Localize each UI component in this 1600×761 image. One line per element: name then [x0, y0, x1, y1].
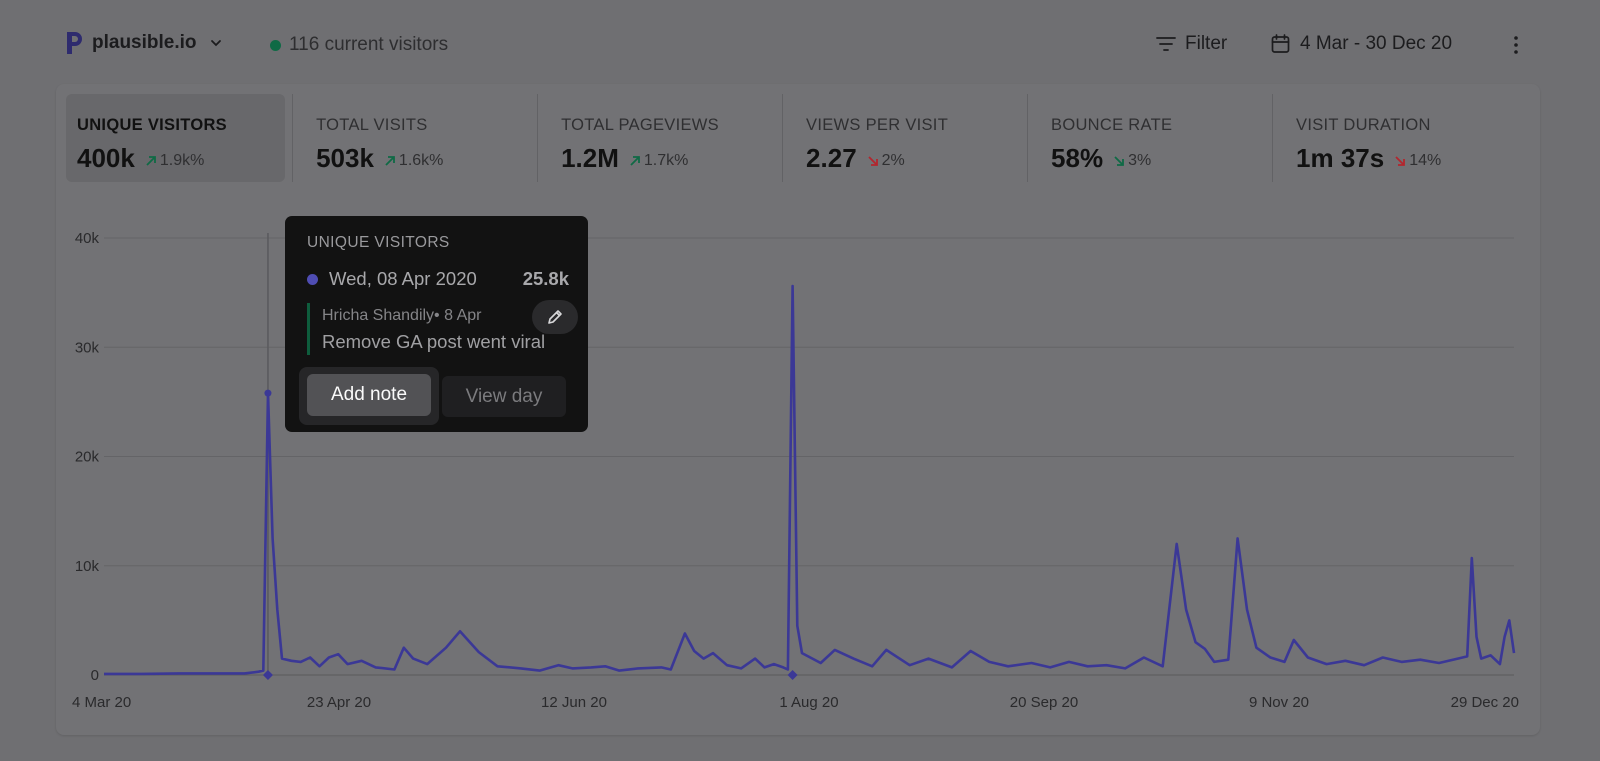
- tooltip-data-row: Wed, 08 Apr 2020 25.8k: [307, 268, 569, 290]
- calendar-icon: [1271, 34, 1290, 53]
- metric-value: 503k: [316, 143, 374, 173]
- note-text: Remove GA post went viral: [322, 331, 546, 352]
- annotation-markers: [262, 670, 798, 680]
- tooltip-value: 25.8k: [522, 268, 569, 289]
- metric-label: TOTAL PAGEVIEWS: [561, 116, 719, 134]
- x-tick-label: 20 Sep 20: [1010, 694, 1078, 711]
- note-marker-icon: [262, 670, 273, 680]
- metric-label: TOTAL VISITS: [316, 116, 428, 134]
- y-axis: 0 10k 20k 30k 40k: [75, 230, 100, 684]
- pencil-icon: [548, 310, 562, 324]
- site-name: plausible.io: [92, 32, 197, 53]
- live-dot-icon: [270, 39, 281, 51]
- metric-tabs: UNIQUE VISITORS 400k 1.9k% TOTAL VISITS …: [66, 94, 1530, 182]
- metric-change: 1.6k%: [398, 152, 444, 169]
- add-note-focus-ring: Add note: [299, 367, 439, 425]
- y-tick-label: 20k: [75, 449, 100, 466]
- x-tick-label: 12 Jun 20: [541, 694, 607, 711]
- arrow-up-right-icon: [146, 156, 156, 166]
- x-tick-label: 4 Mar 20: [72, 694, 131, 711]
- y-tick-label: 0: [91, 667, 99, 684]
- filter-label: Filter: [1185, 33, 1228, 54]
- metric-label: BOUNCE RATE: [1051, 116, 1173, 134]
- arrow-down-right-icon: [1395, 156, 1406, 166]
- site-switcher[interactable]: plausible.io: [64, 30, 223, 56]
- metric-value: 400k: [77, 143, 135, 173]
- arrow-up-right-icon: [630, 156, 640, 166]
- filter-icon: [1156, 37, 1176, 51]
- chevron-down-icon: [210, 40, 221, 47]
- metric-label: VIEWS PER VISIT: [806, 116, 949, 134]
- metric-label: VISIT DURATION: [1296, 116, 1431, 134]
- metric-total-visits[interactable]: TOTAL VISITS 503k 1.6k%: [292, 94, 530, 182]
- arrow-up-right-icon: [385, 156, 395, 166]
- metric-change: 14%: [1409, 152, 1442, 169]
- tooltip-note: Hricha Shandily• 8 Apr Remove GA post we…: [307, 303, 569, 355]
- view-day-button[interactable]: View day: [442, 376, 566, 417]
- y-tick-label: 40k: [75, 230, 100, 247]
- metric-change: 2%: [881, 152, 905, 169]
- y-tick-label: 30k: [75, 339, 100, 356]
- note-accent-bar: [307, 303, 310, 355]
- metric-change: 1.9k%: [159, 152, 205, 169]
- x-tick-label: 9 Nov 20: [1249, 694, 1309, 711]
- metric-change: 1.7k%: [643, 152, 689, 169]
- top-bar: plausible.io 116 current visitors Filter…: [0, 0, 1600, 92]
- add-note-button[interactable]: Add note: [307, 374, 431, 416]
- x-tick-label: 1 Aug 20: [779, 694, 838, 711]
- more-options-icon[interactable]: [1510, 35, 1522, 55]
- metric-value: 2.27: [806, 143, 857, 173]
- hover-point: [264, 389, 272, 397]
- tooltip-title: UNIQUE VISITORS: [307, 234, 450, 251]
- x-tick-label: 23 Apr 20: [307, 694, 371, 711]
- metric-value: 58%: [1051, 143, 1104, 173]
- tooltip-date: Wed, 08 Apr 2020: [329, 268, 477, 289]
- arrow-down-right-icon: [868, 156, 878, 166]
- x-axis: 4 Mar 20 23 Apr 20 12 Jun 20 1 Aug 20 20 Sep…: [72, 694, 1519, 711]
- arrow-down-right-icon: [1114, 156, 1124, 166]
- metric-value: 1m 37s: [1296, 143, 1385, 173]
- note-marker-icon: [787, 670, 798, 680]
- edit-note-button[interactable]: [532, 300, 578, 334]
- metric-value: 1.2M: [561, 143, 619, 173]
- plausible-logo-icon: [67, 32, 82, 54]
- unique-visitors-line: [104, 284, 1516, 676]
- date-range-picker[interactable]: 4 Mar - 30 Dec 20: [1271, 33, 1452, 55]
- series-dot-icon: [307, 273, 318, 285]
- metric-unique-visitors[interactable]: UNIQUE VISITORS 400k 1.9k%: [66, 94, 286, 182]
- metric-bounce-rate[interactable]: BOUNCE RATE 58% 3%: [1027, 94, 1265, 182]
- metric-views-per-visit[interactable]: VIEWS PER VISIT 2.27 2%: [782, 94, 1020, 182]
- metric-total-pageviews[interactable]: TOTAL PAGEVIEWS 1.2M 1.7k%: [537, 94, 775, 182]
- y-tick-label: 10k: [75, 558, 100, 575]
- filter-button[interactable]: Filter: [1156, 33, 1227, 55]
- metric-change: 3%: [1128, 152, 1152, 169]
- current-visitors[interactable]: 116 current visitors: [270, 34, 448, 56]
- chart-tooltip: UNIQUE VISITORS Wed, 08 Apr 2020 25.8k H…: [285, 216, 588, 432]
- current-visitors-label: 116 current visitors: [289, 34, 449, 55]
- note-author: Hricha Shandily• 8 Apr: [322, 307, 482, 324]
- metric-label: UNIQUE VISITORS: [77, 116, 227, 134]
- date-range-label: 4 Mar - 30 Dec 20: [1300, 33, 1453, 54]
- x-tick-label: 29 Dec 20: [1451, 694, 1519, 711]
- metric-visit-duration[interactable]: VISIT DURATION 1m 37s 14%: [1272, 94, 1510, 182]
